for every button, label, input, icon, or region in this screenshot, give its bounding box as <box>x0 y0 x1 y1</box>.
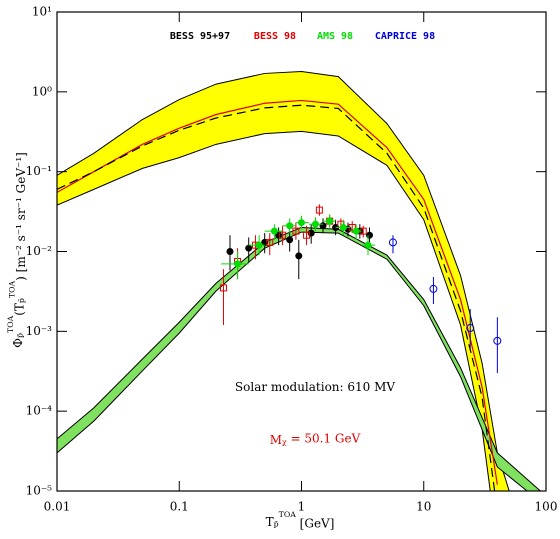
point <box>493 336 502 345</box>
annotation: Mχ​ = 50.1 GeV <box>270 431 361 447</box>
band-edge <box>57 70 510 491</box>
point <box>388 238 397 247</box>
annotation: Solar modulation: 610 MV <box>235 380 395 394</box>
text-part: = 50.1 GeV <box>287 431 361 445</box>
text-part: χ <box>282 438 287 447</box>
text-part: TOA <box>279 510 297 519</box>
point <box>429 284 438 293</box>
text-part: [GeV] <box>296 516 335 530</box>
curve <box>57 99 498 485</box>
point <box>366 231 374 239</box>
y-tick-label: 10¹ <box>32 5 52 19</box>
point <box>226 248 234 255</box>
text-part: p̄ <box>274 520 279 529</box>
point <box>364 241 372 249</box>
point <box>234 260 242 268</box>
point <box>292 227 300 235</box>
point <box>339 223 347 231</box>
band-edge <box>57 231 528 491</box>
band-edge <box>57 130 491 491</box>
point <box>286 236 294 244</box>
point <box>352 227 360 235</box>
point <box>311 220 319 228</box>
x-axis-label: Tp̄​TOA​ [GeV] <box>266 510 335 530</box>
point <box>270 227 278 235</box>
y-tick-label: 10⁻³ <box>26 324 53 338</box>
plot-area <box>57 70 541 491</box>
text-part: Solar modulation: 610 MV <box>235 380 395 394</box>
y-tick-label: 10⁰ <box>32 84 52 98</box>
point <box>219 284 227 292</box>
legend-entry: AMS 98 <box>317 31 353 42</box>
x-tick-label: 0.01 <box>44 500 71 514</box>
text-part: Φ <box>11 338 25 348</box>
curve <box>57 104 496 491</box>
point <box>466 324 475 333</box>
y-tick-label: 10⁻² <box>26 244 53 258</box>
point <box>279 231 287 239</box>
point <box>326 217 334 225</box>
legend-entry: BESS 95+97 <box>170 31 230 42</box>
text-part: p̄ <box>17 298 26 303</box>
point <box>303 231 311 239</box>
text-part: p̄ <box>16 333 25 338</box>
point <box>275 231 283 239</box>
point <box>245 244 253 252</box>
text-part: ) [m⁻² s⁻¹ sr⁻¹ GeV⁻¹] <box>13 152 27 281</box>
band <box>57 71 510 491</box>
point <box>266 238 274 246</box>
x-tick-label: 0.1 <box>170 500 189 514</box>
y-tick-label: 10⁻¹ <box>26 164 52 178</box>
text-part: T <box>266 515 274 529</box>
point <box>298 219 305 227</box>
point <box>315 206 323 214</box>
legend-entry: BESS 98 <box>254 31 296 42</box>
point <box>255 241 263 249</box>
text-part: M <box>270 433 282 447</box>
text-part: TOA <box>8 280 17 298</box>
point <box>295 252 303 260</box>
point <box>286 222 294 230</box>
y-tick-label: 10⁻⁴ <box>26 404 53 418</box>
x-tick-label: 100 <box>535 500 558 514</box>
y-axis-label: Φp̄​TOA​(Tp̄​TOA​) [m⁻² s⁻¹ sr⁻¹ GeV⁻¹] <box>6 152 27 348</box>
x-tick-label: 1 <box>298 500 306 514</box>
text-part: TOA <box>6 315 15 333</box>
y-tick-label: 10⁻⁵ <box>26 484 53 498</box>
legend-entry: CAPRICE 98 <box>375 31 435 42</box>
text-part: (T <box>12 303 26 316</box>
x-tick-label: 10 <box>416 500 431 514</box>
